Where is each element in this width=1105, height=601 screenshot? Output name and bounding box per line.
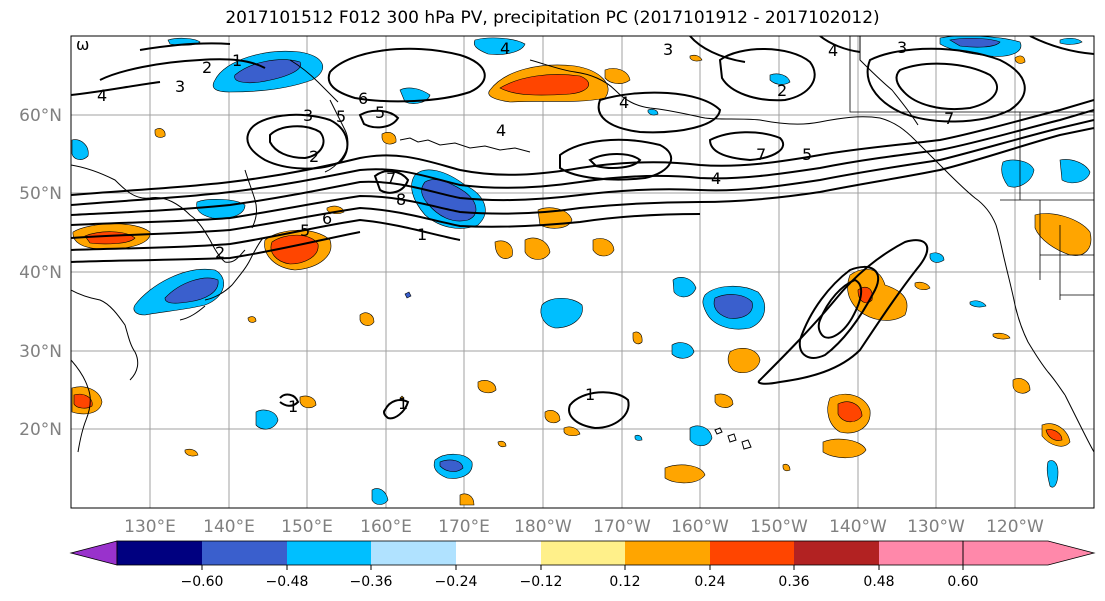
political-borders xyxy=(849,36,1094,300)
contour-label: 1 xyxy=(585,385,595,404)
colorbar: −0.60 −0.48 −0.36 −0.24 −0.12 0.12 0.24 … xyxy=(69,540,1096,590)
colorbar-segment xyxy=(541,541,625,565)
lon-tick-label: 150°W xyxy=(750,517,808,537)
colorbar-extend-high xyxy=(962,540,1096,566)
colorbar-tick-label: −0.12 xyxy=(520,574,563,590)
lon-tick-label: 170°E xyxy=(438,517,490,537)
lon-tick-label: 160°W xyxy=(671,517,729,537)
contour-label: 4 xyxy=(711,169,721,188)
lon-tick-label: 170°W xyxy=(593,517,651,537)
contour-label: 3 xyxy=(897,38,907,57)
lat-tick-label: 50°N xyxy=(19,184,62,204)
contour-label: 3 xyxy=(663,40,673,59)
colorbar-tick-label: −0.60 xyxy=(181,574,224,590)
contour-label: ω xyxy=(76,35,89,54)
colorbar-tick-label: −0.48 xyxy=(266,574,309,590)
colorbar-segment xyxy=(794,541,879,565)
lon-tick-label: 180°W xyxy=(514,517,572,537)
contour-label: 1 xyxy=(288,397,298,416)
contour-label: 4 xyxy=(97,86,107,105)
lon-tick-label: 140°W xyxy=(829,517,887,537)
longitude-axis: 130°E 140°E 150°E 160°E 170°E 180°W 170°… xyxy=(124,517,1044,537)
contour-label: 4 xyxy=(496,121,506,140)
colorbar-tick-label: 0.36 xyxy=(778,574,809,590)
colorbar-segment xyxy=(202,541,287,565)
colorbar-tick-label: 0.24 xyxy=(694,574,725,590)
pv-contours xyxy=(71,36,1094,430)
contour-label: 2 xyxy=(202,58,212,77)
colorbar-tick-label: −0.24 xyxy=(435,574,478,590)
lon-tick-label: 160°E xyxy=(360,517,412,537)
colorbar-extend-low xyxy=(69,540,118,566)
lat-tick-label: 40°N xyxy=(19,263,62,283)
lon-tick-label: 130°W xyxy=(907,517,965,537)
contour-label: 3 xyxy=(303,106,313,125)
contour-label: 1 xyxy=(398,394,408,413)
plot-frame xyxy=(70,35,1095,509)
lat-tick-label: 30°N xyxy=(19,342,62,362)
contour-label: 5 xyxy=(300,221,310,240)
contour-label: 7 xyxy=(386,169,396,188)
contour-label: 8 xyxy=(396,190,406,209)
colorbar-segment xyxy=(625,541,710,565)
contour-labels: ω 1 2 3 4 6 5 3 5 2 7 8 6 5 2 1 4 7 5 4 … xyxy=(76,35,954,416)
contour-label: 1 xyxy=(417,225,427,244)
colorbar-tick-label: −0.36 xyxy=(350,574,393,590)
contour-label: 4 xyxy=(828,41,838,60)
lon-tick-label: 140°E xyxy=(203,517,255,537)
coastlines xyxy=(71,36,1094,453)
colorbar-tick-label: 0.12 xyxy=(609,574,640,590)
contour-label: 4 xyxy=(619,93,629,112)
contour-label: 2 xyxy=(309,147,319,166)
contour-label: 7 xyxy=(756,145,766,164)
contour-label: 4 xyxy=(500,39,510,58)
lat-tick-label: 20°N xyxy=(19,420,62,440)
lat-tick-label: 60°N xyxy=(19,106,62,126)
contour-label: 6 xyxy=(358,89,368,108)
lon-tick-label: 150°E xyxy=(281,517,333,537)
contour-label: 5 xyxy=(802,145,812,164)
contour-label: 7 xyxy=(944,109,954,128)
map-title: 2017101512 F012 300 hPa PV, precipitatio… xyxy=(225,8,880,28)
colorbar-segment xyxy=(287,541,371,565)
colorbar-segment xyxy=(456,541,541,565)
colorbar-tick-label: 0.48 xyxy=(863,574,894,590)
colorbar-tick-label: 0.60 xyxy=(947,574,978,590)
lon-tick-label: 130°E xyxy=(124,517,176,537)
latitude-axis: 60°N 50°N 40°N 30°N 20°N xyxy=(19,106,62,440)
contour-label: 6 xyxy=(322,209,332,228)
colorbar-segment xyxy=(117,541,202,565)
contour-label: 2 xyxy=(215,243,225,262)
colorbar-segment xyxy=(371,541,456,565)
precipitation-shading xyxy=(71,36,1092,506)
contour-label: 5 xyxy=(375,103,385,122)
contour-label: 5 xyxy=(336,107,346,126)
contour-label: 1 xyxy=(232,51,242,70)
colorbar-segment xyxy=(710,541,794,565)
contour-label: 2 xyxy=(777,81,787,100)
colorbar-segment xyxy=(879,541,963,565)
contour-label: 3 xyxy=(175,77,185,96)
lon-tick-label: 120°W xyxy=(986,517,1044,537)
